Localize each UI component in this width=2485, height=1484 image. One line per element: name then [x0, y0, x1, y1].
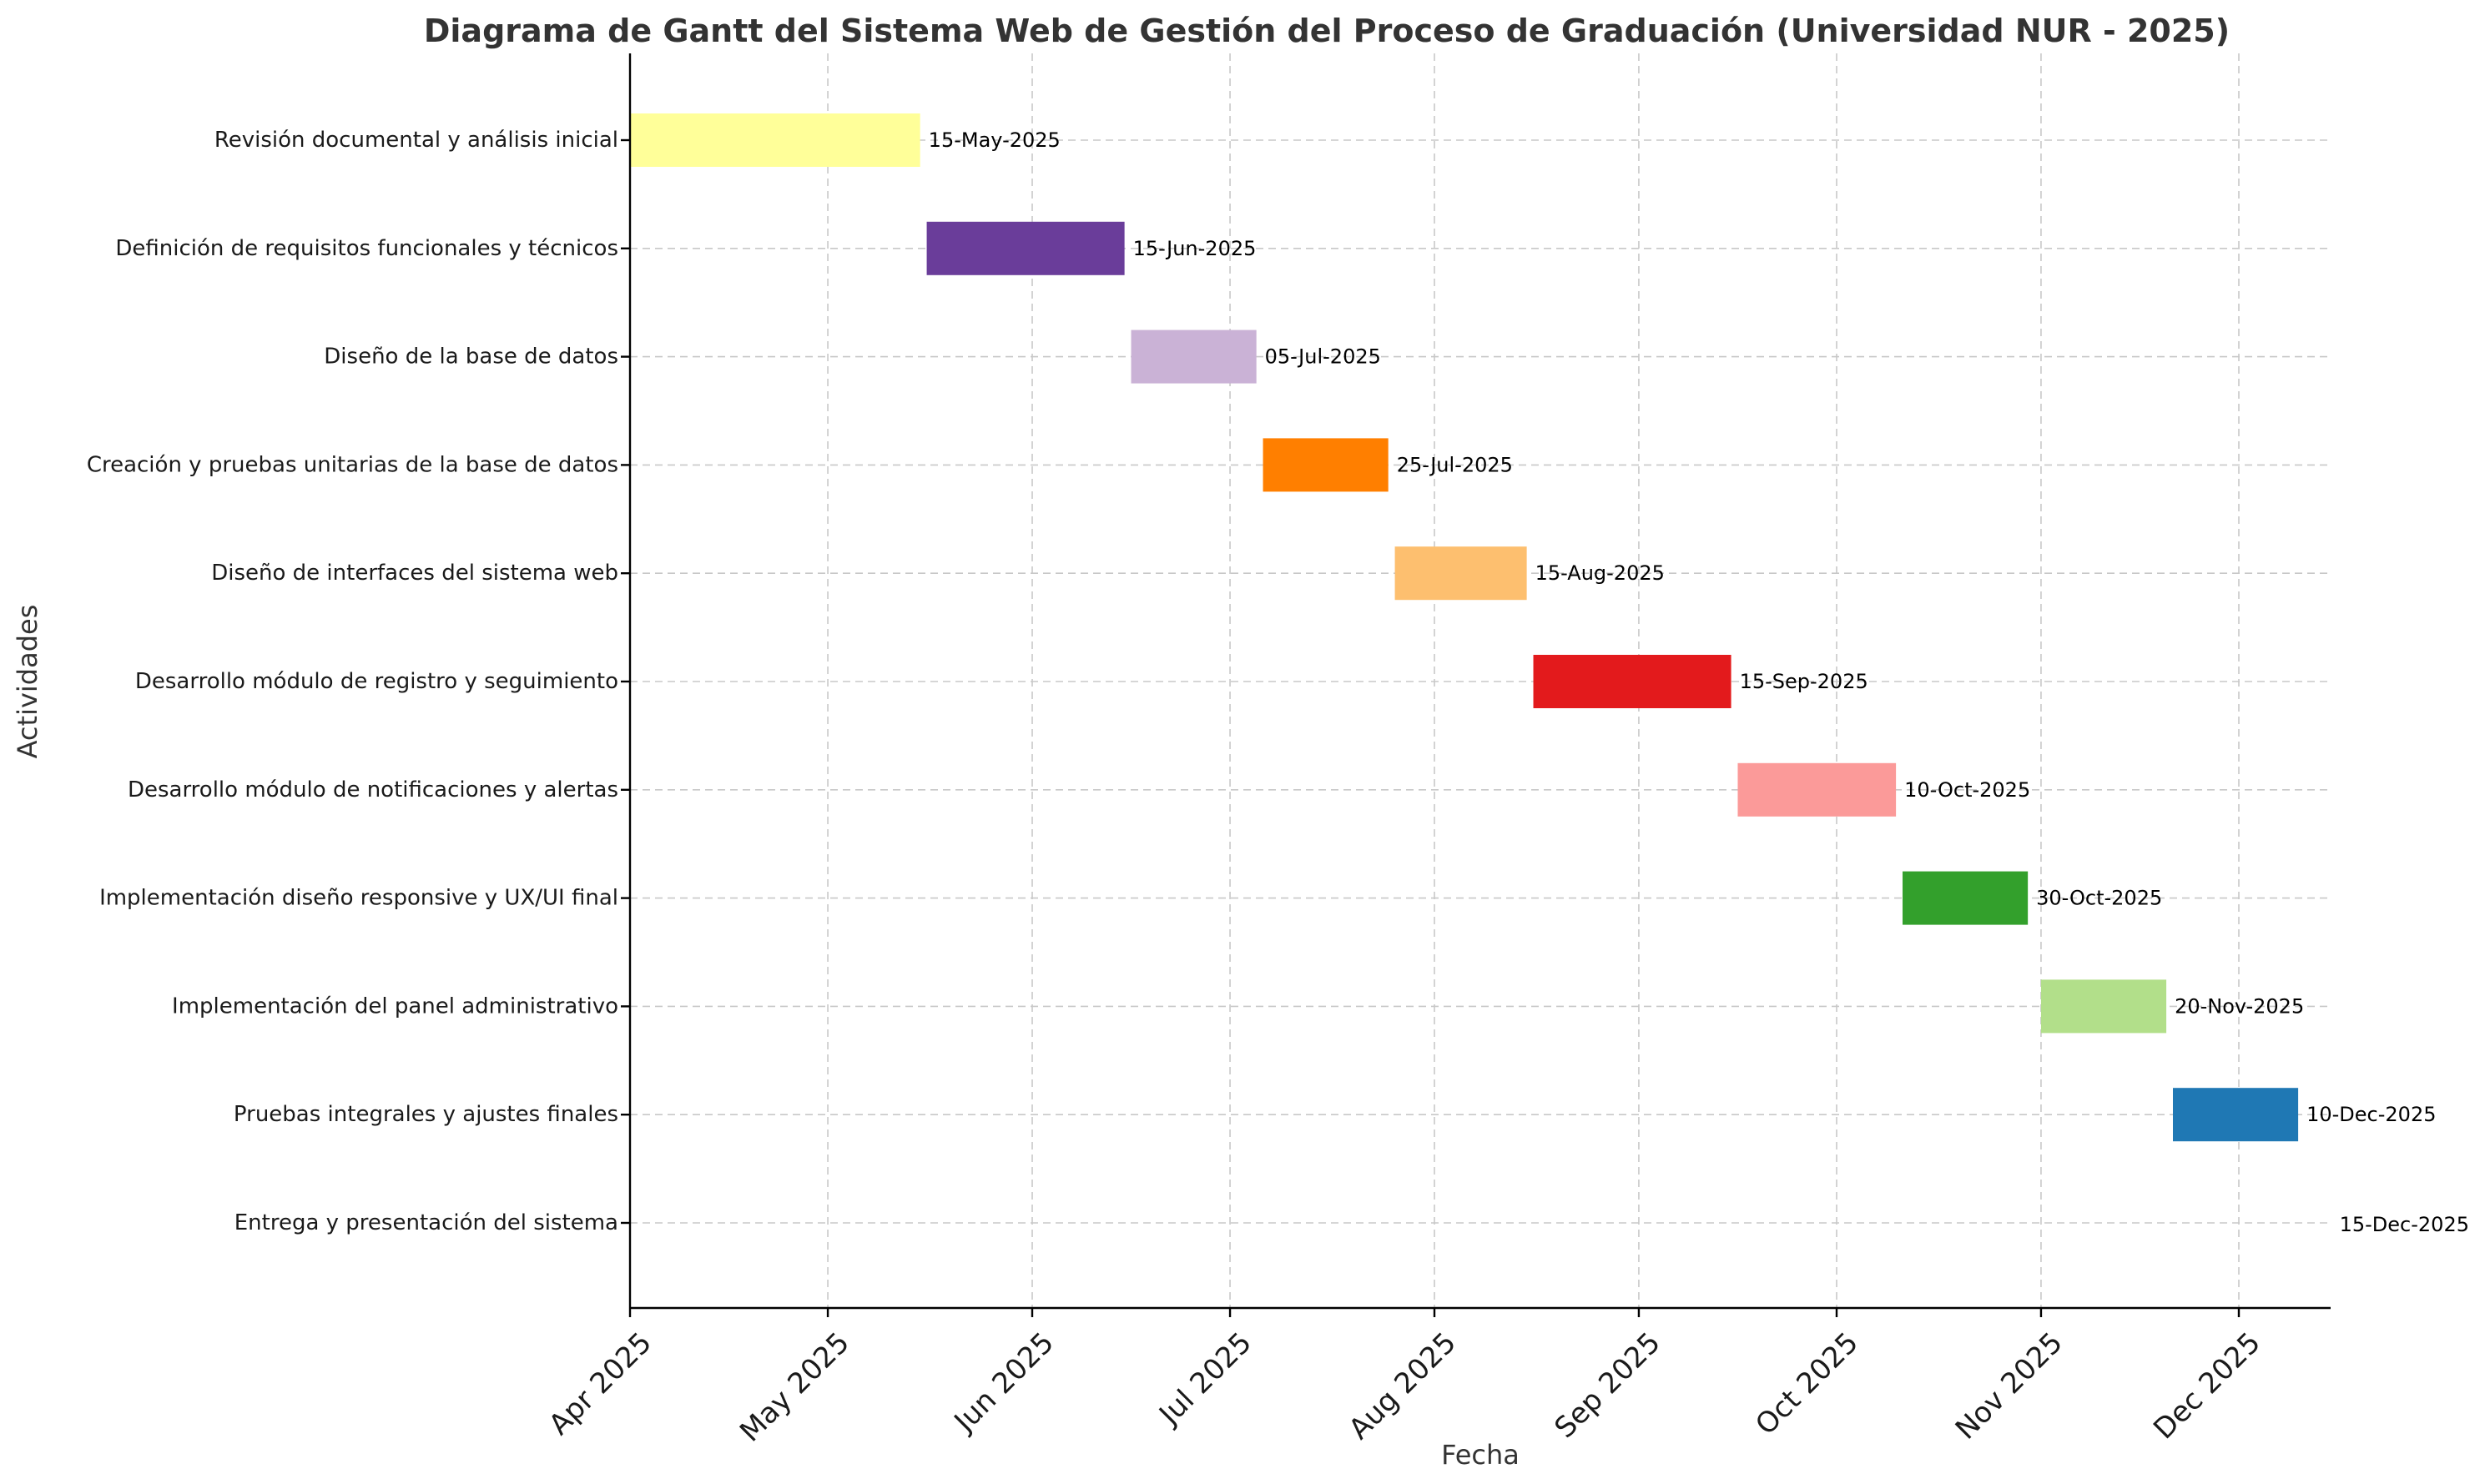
end-date-label: 15-Jun-2025 [1133, 237, 1257, 260]
x-tick-labels: Apr 2025 May 2025 Jun 2025 Jul 2025 Aug 2025… [542, 1326, 2267, 1449]
x-tick-label: Oct 2025 [1749, 1326, 1865, 1442]
task-label: Diseño de la base de datos [324, 345, 618, 370]
end-date-label: 15-Dec-2025 [2340, 1213, 2469, 1236]
x-tick-label: Sep 2025 [1548, 1326, 1666, 1445]
end-date-label: 20-Nov-2025 [2175, 994, 2304, 1018]
y-axis-title: Actividades [12, 605, 43, 759]
gantt-bar [1131, 329, 1257, 384]
x-tick-label: May 2025 [733, 1326, 856, 1449]
task-label: Pruebas integrales y ajustes finales [234, 1102, 618, 1127]
task-label: Diseño de interfaces del sistema web [211, 561, 618, 586]
task-label: Creación y pruebas unitarias de la base … [87, 452, 618, 477]
task-label: Implementación del panel administrativo [172, 994, 618, 1019]
category-labels: Revisión documental y análisis inicial De… [87, 128, 618, 1235]
end-date-label: 15-Sep-2025 [1740, 670, 1868, 693]
end-date-label: 15-May-2025 [929, 128, 1061, 152]
gantt-bar [1263, 438, 1389, 492]
end-date-label: 25-Jul-2025 [1397, 453, 1513, 476]
x-tick-label: Jun 2025 [947, 1326, 1061, 1440]
task-label: Entrega y presentación del sistema [234, 1210, 618, 1235]
grid-layer [630, 53, 2331, 1308]
gantt-bar [926, 221, 1125, 275]
end-date-label: 10-Dec-2025 [2306, 1103, 2436, 1126]
gantt-bar [2172, 1088, 2299, 1142]
end-date-label: 10-Oct-2025 [1904, 778, 2030, 802]
end-date-labels: 15-May-2025 15-Jun-2025 05-Jul-2025 25-Jul-… [929, 128, 2469, 1236]
gantt-bar [630, 113, 920, 167]
task-label: Revisión documental y análisis inicial [214, 128, 618, 153]
chart-title: Diagrama de Gantt del Sistema Web de Ges… [424, 13, 2230, 49]
task-label: Desarrollo módulo de notificaciones y al… [128, 777, 618, 802]
gantt-bar [2040, 979, 2167, 1034]
x-tick-label: Dec 2025 [2147, 1326, 2267, 1446]
task-label: Desarrollo módulo de registro y seguimie… [135, 669, 618, 694]
end-date-label: 15-Aug-2025 [1535, 561, 1665, 585]
task-label: Implementación diseño responsive y UX/UI… [99, 886, 618, 911]
gantt-bar [1394, 546, 1527, 601]
end-date-label: 30-Oct-2025 [2036, 887, 2162, 910]
x-tick-label: Nov 2025 [1949, 1326, 2069, 1446]
gantt-bar [1533, 655, 1731, 708]
end-date-label: 05-Jul-2025 [1265, 345, 1381, 369]
x-axis-title: Fecha [1441, 1439, 1520, 1471]
bar-layer [630, 113, 2299, 1142]
x-tick-label: Jul 2025 [1152, 1326, 1258, 1433]
axis-layer [621, 53, 2331, 1317]
x-tick-label: Aug 2025 [1343, 1326, 1463, 1446]
gantt-bar [1903, 871, 2029, 925]
task-label: Definición de requisitos funcionales y t… [115, 236, 618, 261]
gantt-bar [1737, 762, 1897, 817]
x-tick-label: Apr 2025 [542, 1326, 658, 1442]
